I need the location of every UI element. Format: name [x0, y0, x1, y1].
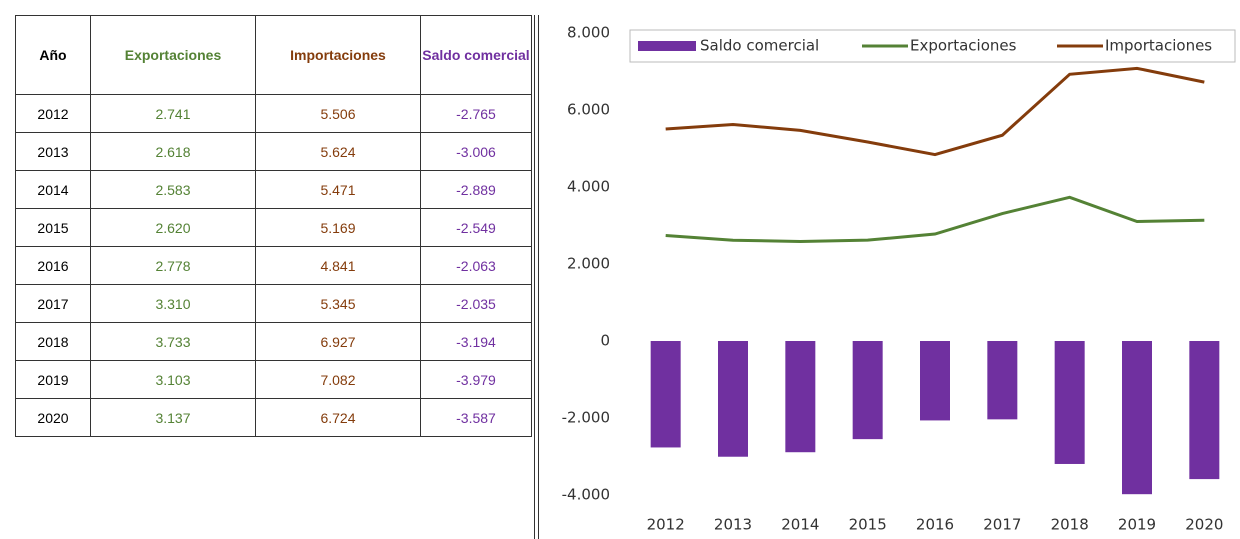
- cell: 2.583: [90, 170, 256, 209]
- cell: -2.549: [420, 208, 532, 247]
- cell: 5.471: [255, 170, 421, 209]
- x-tick-label: 2016: [916, 516, 954, 534]
- cell: -2.063: [420, 246, 532, 285]
- row: 2015 2.620 5.169 -2.549: [15, 208, 532, 247]
- row: 2013 2.618 5.624 -3.006: [15, 132, 532, 171]
- divider: [534, 15, 539, 539]
- row: 2012 2.741 5.506 -2.765: [15, 94, 532, 133]
- cell: -3.194: [420, 322, 532, 361]
- cell: -2.889: [420, 170, 532, 209]
- cell: 3.733: [90, 322, 256, 361]
- bar: [650, 341, 681, 448]
- y-tick-label: 4.000: [567, 178, 610, 196]
- header-cell: Año: [15, 15, 91, 95]
- x-tick-label: 2017: [983, 516, 1021, 534]
- cell: -3.979: [420, 360, 532, 399]
- x-tick-label: 2019: [1118, 516, 1156, 534]
- bar: [987, 341, 1018, 420]
- cell: -3.587: [420, 398, 532, 437]
- bar: [920, 341, 950, 421]
- header-cell: Exportaciones: [90, 15, 256, 95]
- cell: 2013: [15, 132, 91, 171]
- cell: 2015: [15, 208, 91, 247]
- bar: [1054, 341, 1085, 464]
- x-tick-label: 2015: [849, 516, 887, 534]
- cell: 2.618: [90, 132, 256, 171]
- cell: 6.724: [255, 398, 421, 437]
- cell: 5.345: [255, 284, 421, 323]
- x-tick-label: 2012: [647, 516, 685, 534]
- y-tick-label: 0: [600, 332, 610, 350]
- header-cell: Saldo comercial: [420, 15, 532, 95]
- trade-table: Año Exportaciones Importaciones Saldo comer…: [15, 15, 532, 437]
- x-tick-label: 2020: [1185, 516, 1223, 534]
- y-tick-label: 8.000: [567, 24, 610, 42]
- y-tick-label: 2.000: [567, 255, 610, 273]
- legend-box: [629, 29, 1236, 63]
- y-tick-label: -4.000: [562, 486, 610, 504]
- line: [665, 66, 1205, 157]
- bar: [1189, 341, 1220, 480]
- bar: [852, 341, 883, 440]
- row: 2020 3.137 6.724 -3.587: [15, 398, 532, 437]
- cell: 3.310: [90, 284, 256, 323]
- header-row: Año Exportaciones Importaciones Saldo comer…: [15, 15, 532, 95]
- cell: -3.006: [420, 132, 532, 171]
- cell: 6.927: [255, 322, 421, 361]
- legend-label: Exportaciones: [910, 37, 1017, 55]
- cell: -2.035: [420, 284, 532, 323]
- row: 2018 3.733 6.927 -3.194: [15, 322, 532, 361]
- bar: [1122, 341, 1152, 495]
- row: 2016 2.778 4.841 -2.063: [15, 246, 532, 285]
- cell: 5.506: [255, 94, 421, 133]
- line: [665, 195, 1205, 244]
- cell: 2016: [15, 246, 91, 285]
- legend-label: Saldo comercial: [700, 37, 819, 55]
- y-tick-label: 6.000: [567, 101, 610, 119]
- row: 2017 3.310 5.345 -2.035: [15, 284, 532, 323]
- bar: [718, 341, 748, 457]
- cell: 3.137: [90, 398, 256, 437]
- legend-swatch: [638, 41, 696, 51]
- cell: 2019: [15, 360, 91, 399]
- cell: 2018: [15, 322, 91, 361]
- row: 2014 2.583 5.471 -2.889: [15, 170, 532, 209]
- y-tick-label: -2.000: [562, 409, 610, 427]
- legend-label: Importaciones: [1105, 37, 1212, 55]
- cell: -2.765: [420, 94, 532, 133]
- cell: 5.624: [255, 132, 421, 171]
- cell: 2020: [15, 398, 91, 437]
- cell: 2017: [15, 284, 91, 323]
- bar: [785, 341, 816, 453]
- x-tick-label: 2014: [781, 516, 819, 534]
- x-tick-label: 2018: [1051, 516, 1089, 534]
- x-tick-label: 2013: [714, 516, 752, 534]
